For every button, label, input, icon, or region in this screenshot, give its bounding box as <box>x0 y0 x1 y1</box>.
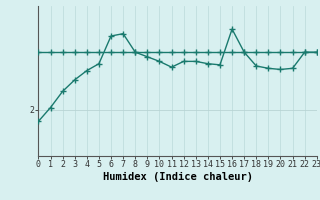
X-axis label: Humidex (Indice chaleur): Humidex (Indice chaleur) <box>103 172 252 182</box>
